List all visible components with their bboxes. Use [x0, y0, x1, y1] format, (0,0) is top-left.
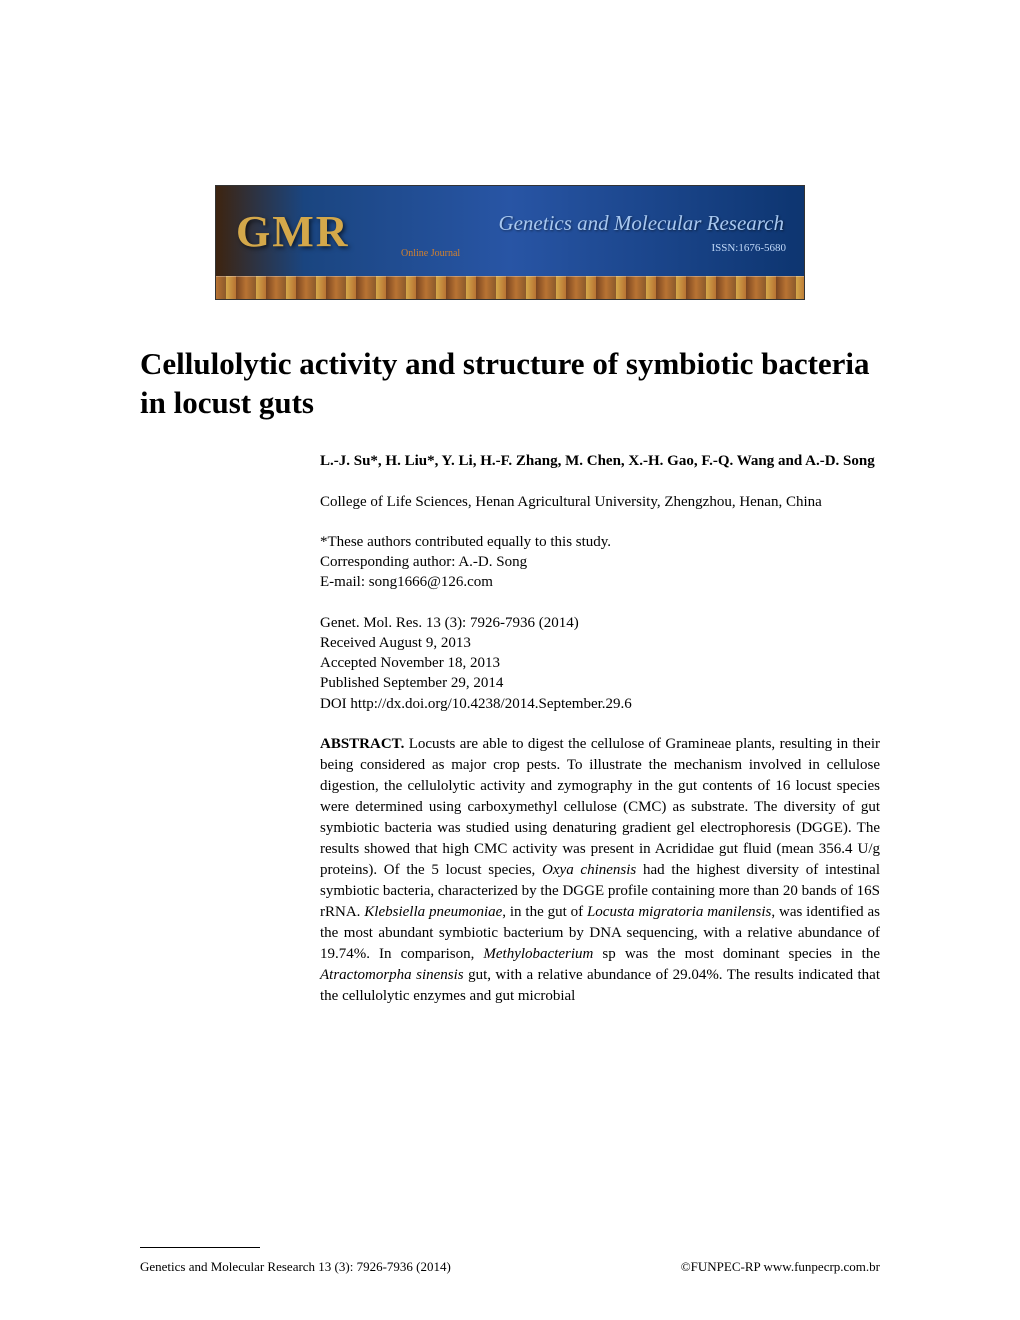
paper-title: Cellulolytic activity and structure of s… [140, 345, 880, 423]
footer-citation: Genetics and Molecular Research 13 (3): … [140, 1259, 451, 1275]
contribution-note: *These authors contributed equally to th… [320, 532, 880, 552]
citation: Genet. Mol. Res. 13 (3): 7926-7936 (2014… [320, 613, 880, 633]
publication-info: Genet. Mol. Res. 13 (3): 7926-7936 (2014… [320, 613, 880, 714]
abstract-text-5: sp was the most dominant species in the [593, 946, 880, 962]
page-footer: Genetics and Molecular Research 13 (3): … [140, 1259, 880, 1275]
corresponding-email: E-mail: song1666@126.com [320, 572, 880, 592]
affiliation: College of Life Sciences, Henan Agricult… [320, 492, 880, 512]
received-date: Received August 9, 2013 [320, 633, 880, 653]
published-date: Published September 29, 2014 [320, 673, 880, 693]
journal-name: Genetics and Molecular Research [498, 211, 784, 236]
journal-banner: GMR Genetics and Molecular Research Onli… [215, 185, 805, 300]
banner-top: GMR Genetics and Molecular Research Onli… [216, 186, 804, 276]
authors-list: L.-J. Su*, H. Liu*, Y. Li, H.-F. Zhang, … [320, 451, 880, 472]
species-klebsiella: Klebsiella pneumoniae [364, 904, 502, 920]
journal-issn: ISSN:1676-5680 [711, 242, 786, 254]
species-locusta: Locusta migratoria manilensis [587, 904, 771, 920]
author-notes: *These authors contributed equally to th… [320, 532, 880, 593]
species-atractomorpha: Atractomorpha sinensis [320, 967, 464, 983]
abstract-text-1: Locusts are able to digest the cellulose… [320, 736, 880, 878]
footer-copyright: ©FUNPEC-RP www.funpecrp.com.br [681, 1259, 880, 1275]
abstract: ABSTRACT. Locusts are able to digest the… [320, 734, 880, 1007]
abstract-text-3: , in the gut of [502, 904, 587, 920]
doi: DOI http://dx.doi.org/10.4238/2014.Septe… [320, 694, 880, 714]
journal-subtitle: Online Journal [401, 248, 460, 259]
banner-dna-pattern [216, 276, 804, 300]
species-methylobacterium: Methylobacterium [483, 946, 593, 962]
journal-logo: GMR [236, 206, 350, 257]
corresponding-author: Corresponding author: A.-D. Song [320, 552, 880, 572]
accepted-date: Accepted November 18, 2013 [320, 653, 880, 673]
footer-divider [140, 1247, 260, 1248]
species-oxya: Oxya chinensis [542, 862, 636, 878]
abstract-label: ABSTRACT. [320, 736, 404, 752]
